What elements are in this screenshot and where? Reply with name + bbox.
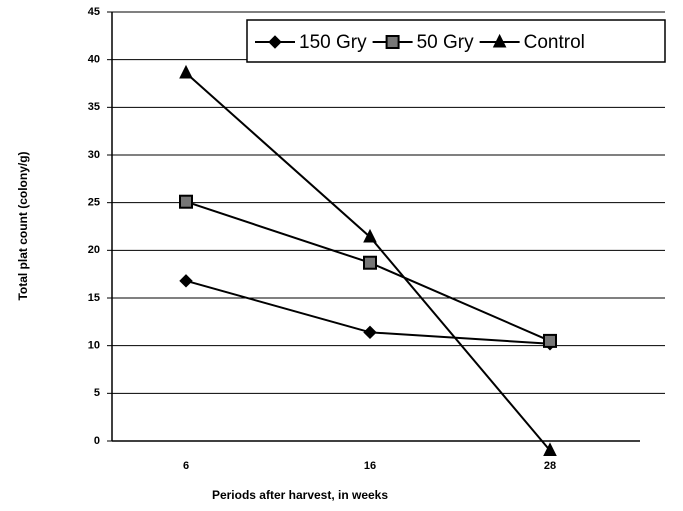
y-tick-label: 25 (88, 197, 100, 209)
marker (179, 64, 193, 79)
x-tick-label: 16 (364, 460, 376, 472)
x-tick-label: 6 (183, 460, 189, 472)
y-tick-label: 10 (88, 340, 100, 352)
marker (363, 325, 377, 340)
legend-label: 50 Gry (417, 32, 475, 53)
marker (543, 442, 557, 457)
y-tick-label: 20 (88, 244, 100, 256)
marker (268, 35, 282, 49)
y-tick-label: 5 (94, 387, 100, 399)
legend-label: 150 Gry (299, 32, 367, 53)
marker (363, 255, 377, 270)
y-tick-label: 30 (88, 149, 100, 161)
marker (179, 194, 193, 209)
x-axis-label: Periods after harvest, in weeks (212, 488, 388, 502)
y-tick-label: 45 (88, 6, 100, 18)
y-axis-label: Total plat count (colony/g) (16, 151, 30, 300)
x-tick-label: 28 (544, 460, 556, 472)
legend-box (246, 19, 666, 63)
marker (543, 333, 557, 348)
y-tick-label: 35 (88, 101, 100, 113)
marker (385, 35, 400, 49)
marker (179, 274, 193, 288)
y-tick-label: 0 (94, 435, 100, 447)
legend: 150 Gry 50 Gry Control (246, 19, 666, 63)
marker (363, 228, 377, 243)
marker (492, 33, 507, 48)
y-tick-label: 40 (88, 54, 100, 66)
legend-label: Control (524, 32, 585, 53)
y-tick-label: 15 (88, 292, 100, 304)
series-line (185, 200, 551, 342)
